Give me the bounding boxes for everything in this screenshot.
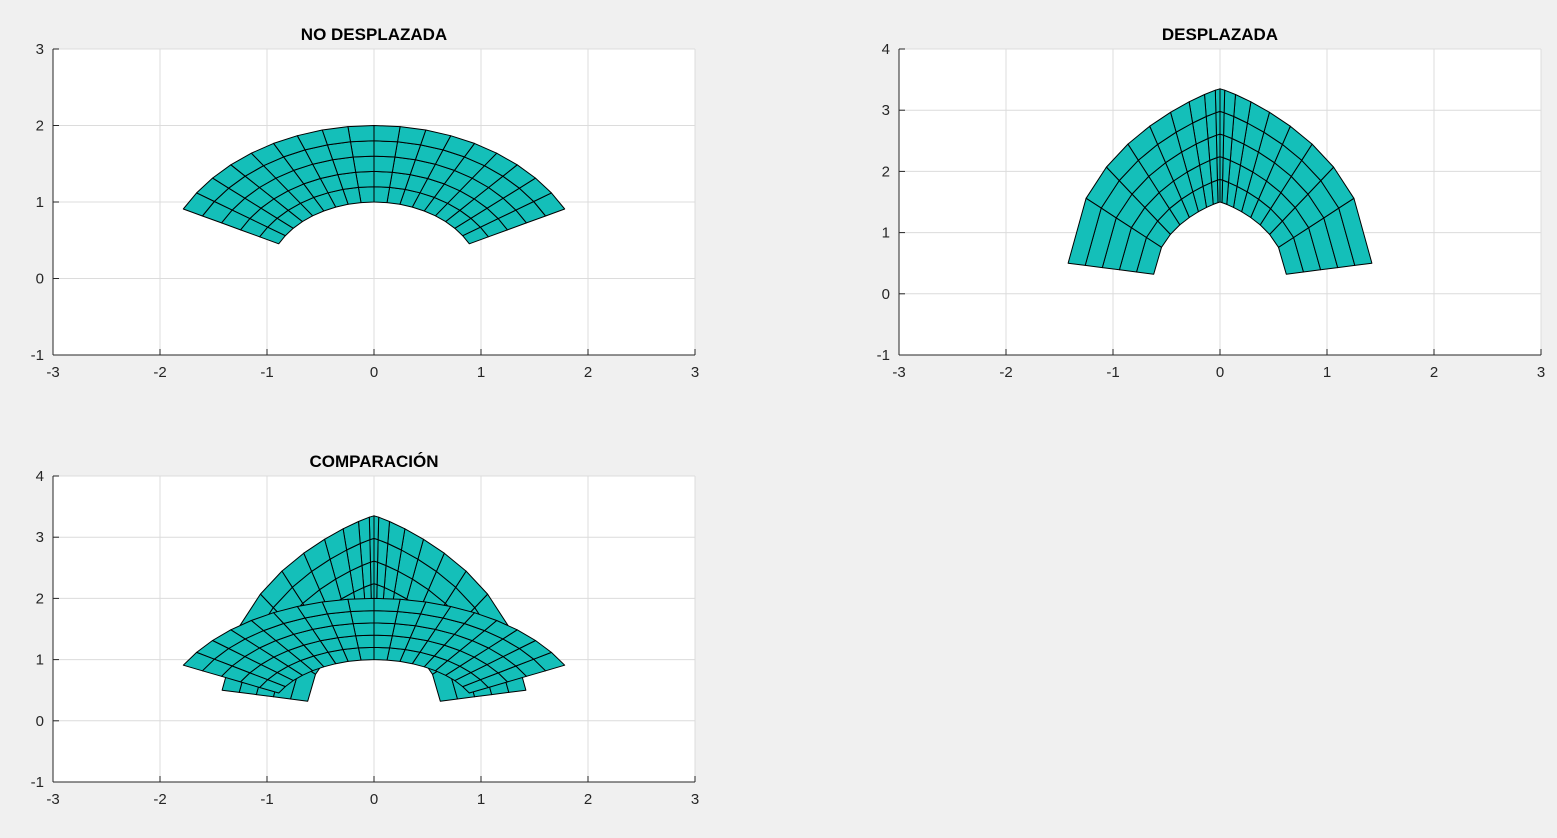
undisplaced-element bbox=[397, 126, 427, 146]
undisplaced-element bbox=[373, 646, 391, 661]
y-tick-label: 0 bbox=[36, 271, 44, 288]
y-tick-label: 4 bbox=[36, 468, 44, 485]
undisplaced-element bbox=[373, 140, 398, 158]
x-tick-label: -1 bbox=[260, 364, 273, 381]
y-tick-label: 1 bbox=[36, 194, 44, 211]
x-tick-label: -2 bbox=[153, 791, 166, 808]
displaced-element bbox=[1222, 157, 1231, 183]
displaced-element bbox=[377, 516, 390, 544]
plot-area: -3 -2 -1 0 1 2 3 -1 0 1 2 3 4 bbox=[31, 468, 700, 808]
undisplaced-element bbox=[373, 622, 396, 637]
x-tick-label: 1 bbox=[477, 364, 485, 381]
y-tick-label: -1 bbox=[31, 774, 44, 791]
undisplaced-element bbox=[373, 125, 401, 143]
axes-title: DESPLAZADA bbox=[1162, 25, 1278, 44]
x-tick-label: 0 bbox=[370, 791, 378, 808]
displaced-element bbox=[373, 515, 380, 541]
y-tick-label: -1 bbox=[877, 347, 890, 364]
y-tick-label: 4 bbox=[882, 41, 890, 58]
undisplaced-element bbox=[373, 597, 401, 612]
x-tick-label: 1 bbox=[1323, 364, 1331, 381]
y-tick-label: -1 bbox=[31, 347, 44, 364]
undisplaced-element bbox=[373, 634, 393, 649]
axes-title: NO DESPLAZADA bbox=[301, 25, 447, 44]
x-tick-label: 0 bbox=[370, 364, 378, 381]
x-tick-label: -2 bbox=[999, 364, 1012, 381]
axes-no-desplazada: -3 -2 -1 0 1 2 3 -1 0 1 2 3 NO DESPLAZADA bbox=[31, 25, 700, 381]
y-tick-label: 2 bbox=[36, 118, 44, 135]
y-tick-label: 1 bbox=[36, 652, 44, 669]
x-tick-label: 2 bbox=[584, 791, 592, 808]
y-tick-label: 2 bbox=[882, 163, 890, 180]
x-tick-label: 1 bbox=[477, 791, 485, 808]
plot-area: -3 -2 -1 0 1 2 3 -1 0 1 2 3 4 bbox=[877, 41, 1546, 381]
displaced-element bbox=[1223, 89, 1236, 117]
x-tick-label: 3 bbox=[691, 791, 699, 808]
undisplaced-element bbox=[347, 597, 375, 612]
undisplaced-element bbox=[373, 170, 393, 188]
axes-desplazada: -3 -2 -1 0 1 2 3 -1 0 1 2 3 4 DESPLAZADA bbox=[877, 25, 1546, 381]
undisplaced-element bbox=[373, 610, 398, 625]
displaced-element bbox=[1222, 134, 1233, 161]
y-tick-label: 0 bbox=[36, 713, 44, 730]
y-tick-label: 3 bbox=[882, 102, 890, 119]
displaced-element bbox=[1219, 110, 1225, 136]
displaced-element bbox=[373, 537, 379, 563]
undisplaced-element bbox=[347, 125, 375, 143]
axes-comparacion: -3 -2 -1 0 1 2 3 -1 0 1 2 3 4 COMPARACIÓN bbox=[31, 452, 700, 808]
displaced-element bbox=[376, 561, 387, 588]
x-tick-label: 2 bbox=[1430, 364, 1438, 381]
x-tick-label: -1 bbox=[260, 791, 273, 808]
axes-title: COMPARACIÓN bbox=[309, 452, 438, 471]
displaced-element bbox=[373, 560, 379, 586]
x-tick-label: -3 bbox=[46, 364, 59, 381]
y-tick-label: 0 bbox=[882, 286, 890, 303]
x-tick-label: 2 bbox=[584, 364, 592, 381]
undisplaced-element bbox=[373, 155, 396, 173]
y-tick-label: 1 bbox=[882, 225, 890, 242]
displaced-element bbox=[1067, 197, 1102, 266]
x-tick-label: -3 bbox=[46, 791, 59, 808]
y-tick-label: 2 bbox=[36, 590, 44, 607]
x-tick-label: 3 bbox=[1537, 364, 1545, 381]
undisplaced-element bbox=[352, 622, 375, 637]
undisplaced-element bbox=[350, 610, 375, 625]
x-tick-label: 3 bbox=[691, 364, 699, 381]
undisplaced-element bbox=[352, 155, 375, 173]
undisplaced-element bbox=[182, 192, 215, 217]
x-tick-label: -2 bbox=[153, 364, 166, 381]
displaced-element bbox=[1223, 112, 1235, 139]
undisplaced-element bbox=[182, 651, 215, 672]
x-tick-label: -3 bbox=[892, 364, 905, 381]
x-tick-label: -1 bbox=[1106, 364, 1119, 381]
displaced-element bbox=[1219, 88, 1226, 114]
x-tick-label: 0 bbox=[1216, 364, 1224, 381]
undisplaced-element bbox=[373, 186, 391, 204]
undisplaced-element bbox=[350, 140, 375, 158]
displaced-element bbox=[377, 539, 389, 566]
displaced-element bbox=[1219, 133, 1225, 159]
y-tick-label: 3 bbox=[36, 41, 44, 58]
y-tick-label: 3 bbox=[36, 529, 44, 546]
undisplaced-element bbox=[397, 598, 427, 615]
plot-area: -3 -2 -1 0 1 2 3 -1 0 1 2 3 bbox=[31, 41, 700, 381]
